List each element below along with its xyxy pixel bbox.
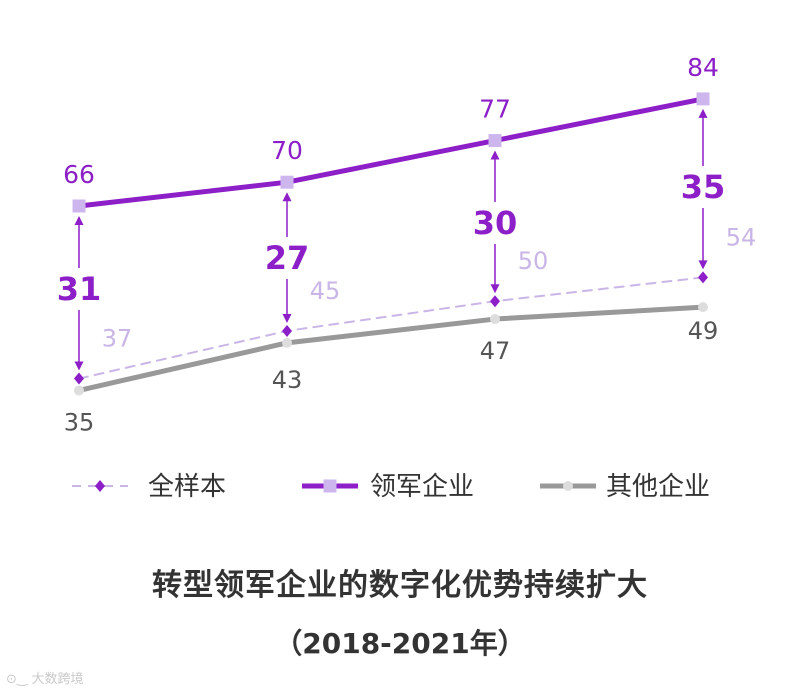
series-line-full: [78, 276, 704, 380]
legend-label: 其他企业: [606, 472, 710, 502]
chart-subtitle: （2018-2021年）: [274, 627, 526, 660]
gap-label-bg: [677, 166, 729, 208]
legend-marker-diamond: [95, 480, 105, 492]
data-label-full: 50: [518, 247, 549, 275]
gap-arrow-head-up: [282, 192, 292, 202]
point-other: [74, 385, 84, 396]
gap-label-bg: [53, 268, 105, 310]
point-other: [490, 314, 500, 325]
point-leader: [72, 199, 86, 213]
watermark-icon: ⊙‿: [6, 672, 28, 687]
data-label-full: 45: [310, 277, 341, 305]
gap-label: 30: [473, 204, 518, 242]
point-other: [698, 302, 708, 313]
point-full: [74, 372, 84, 385]
point-leader: [488, 134, 502, 148]
gap-label: 31: [57, 270, 102, 308]
legend-label: 领军企业: [370, 472, 474, 502]
point-full: [698, 271, 708, 284]
chart-title: 转型领军企业的数字化优势持续扩大: [152, 568, 648, 603]
data-label-other: 35: [64, 408, 95, 436]
gap-label-bg: [469, 202, 521, 244]
data-label-full: 37: [102, 325, 133, 353]
watermark: ⊙‿ 大数跨境: [6, 668, 84, 687]
legend-marker-circle: [563, 481, 573, 491]
legend-marker-square: [323, 479, 337, 493]
gap-arrow-head-down: [74, 361, 84, 371]
data-label-leader: 70: [271, 136, 303, 165]
series-line-other: [76, 304, 706, 393]
gap-arrow-head-down: [698, 260, 708, 270]
gap-arrow-head-up: [698, 108, 708, 118]
gap-arrow-head-up: [490, 150, 500, 160]
gap-arrow-head-down: [282, 313, 292, 323]
watermark-text: 大数跨境: [31, 672, 84, 687]
gap-arrow-head-up: [74, 216, 84, 225]
point-full: [490, 295, 500, 308]
data-label-other: 47: [480, 337, 511, 365]
point-leader: [696, 92, 710, 106]
gap-label: 35: [681, 168, 726, 206]
gap-label: 27: [265, 239, 310, 277]
gap-label-bg: [261, 237, 313, 279]
data-label-other: 49: [688, 317, 719, 345]
point-other: [282, 337, 292, 348]
gap-arrow-head-down: [490, 284, 500, 294]
series-line-leader: [76, 96, 706, 209]
data-label-full: 54: [726, 223, 757, 251]
point-leader: [280, 175, 294, 189]
data-label-other: 43: [272, 366, 303, 394]
data-label-leader: 84: [687, 53, 719, 82]
point-full: [282, 324, 292, 337]
data-label-leader: 66: [63, 160, 95, 189]
data-label-leader: 77: [479, 95, 511, 124]
legend-label: 全样本: [148, 472, 226, 502]
